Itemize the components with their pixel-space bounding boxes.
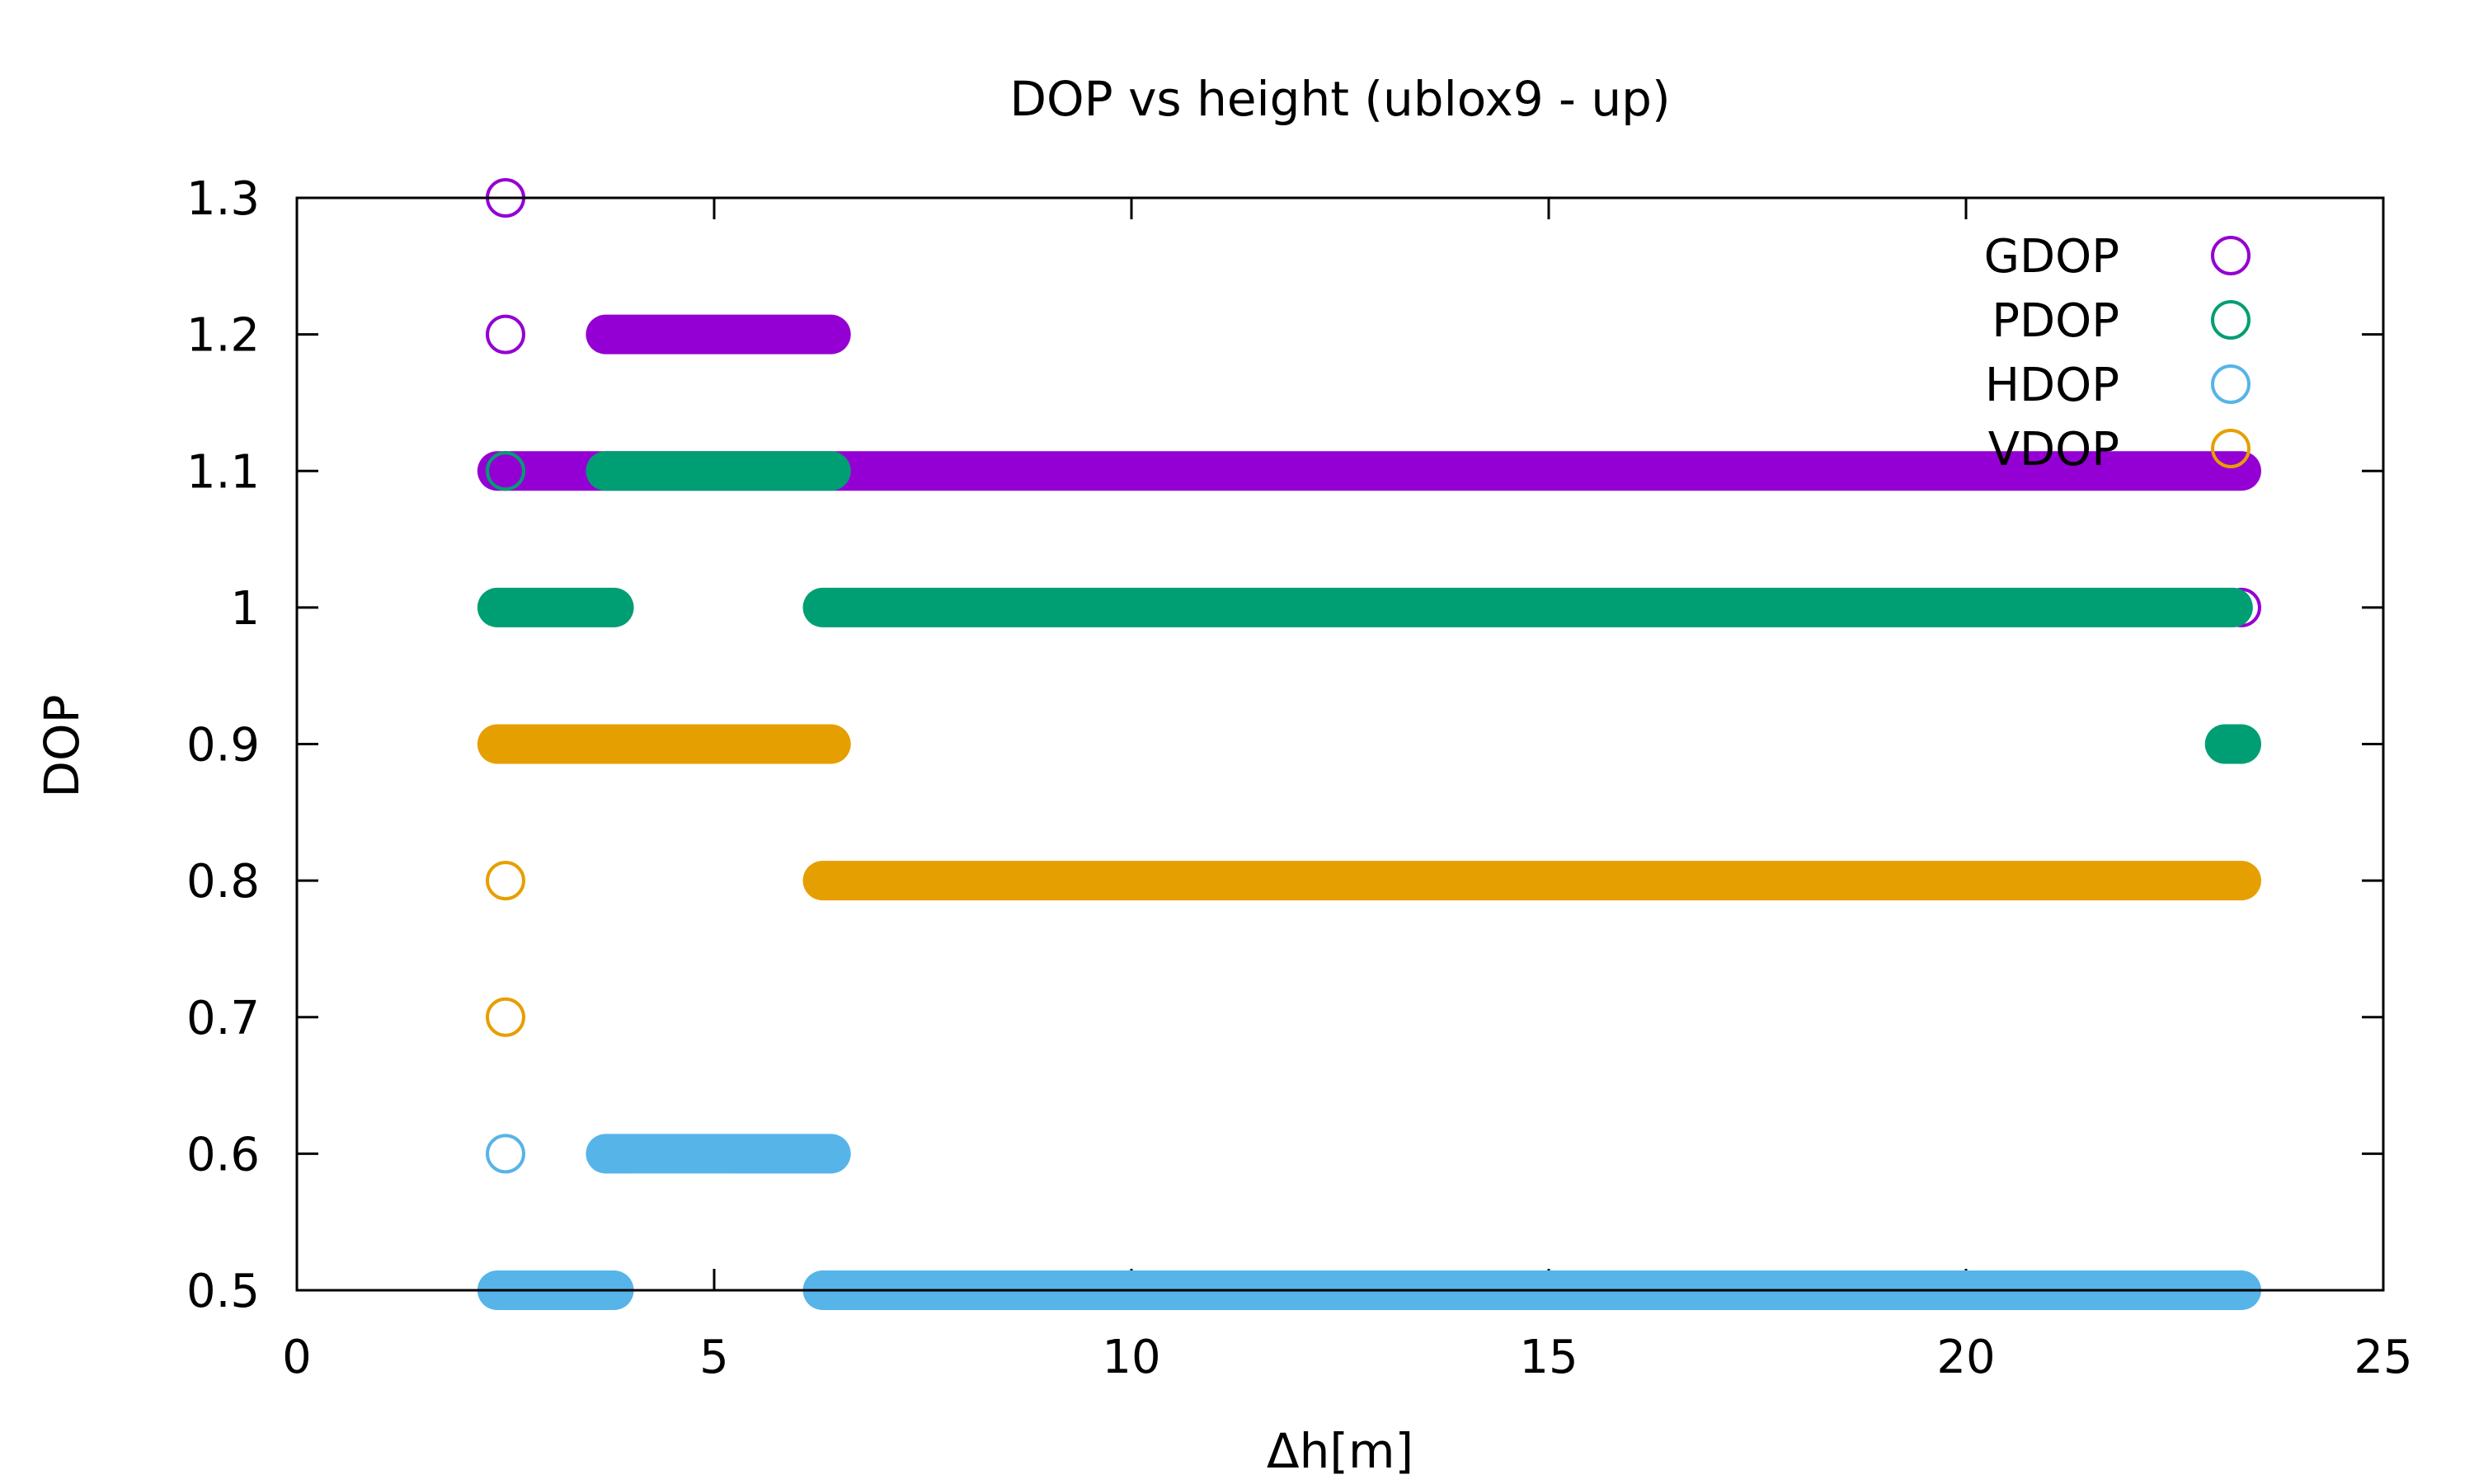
legend-label-gdop: GDOP — [1984, 230, 2119, 284]
x-tick-label: 0 — [282, 1331, 312, 1384]
vdop-point — [486, 861, 525, 901]
legend-marker-pdop — [2211, 300, 2251, 340]
series-vdop — [477, 724, 2261, 1037]
y-axis-label: DOP — [34, 694, 90, 797]
y-tick-label: 0.8 — [186, 855, 260, 909]
y-tick-label: 1 — [230, 582, 260, 636]
y-tick-label: 1.3 — [186, 172, 260, 226]
legend-label-vdop: VDOP — [1988, 423, 2119, 477]
legend-label-pdop: PDOP — [1992, 294, 2119, 348]
x-axis-label: Δh[m] — [1267, 1423, 1413, 1479]
legend-marker-hdop — [2211, 364, 2251, 404]
y-tick-label: 1.2 — [186, 309, 260, 363]
series-pdop — [477, 451, 2261, 764]
legend-label-hdop: HDOP — [1985, 359, 2119, 412]
y-tick-label: 1.1 — [186, 445, 260, 499]
legend: GDOP PDOP HDOP VDOP — [1984, 230, 2251, 477]
y-tick-label: 0.9 — [186, 719, 260, 773]
pdop-point — [486, 451, 525, 491]
axis-ticks: 0 5 10 15 20 25 0.5 0.6 0.7 0.8 0.9 1 1.1 1.2 1.3 — [186, 172, 2413, 1384]
plot-frame — [295, 196, 2385, 1292]
chart-title: DOP vs height (ublox9 - up) — [1009, 71, 1670, 127]
x-tick-label: 5 — [699, 1331, 729, 1384]
vdop-point — [486, 997, 525, 1037]
legend-marker-vdop — [2211, 429, 2251, 468]
x-tick-label: 25 — [2354, 1331, 2412, 1384]
y-tick-label: 0.7 — [186, 992, 260, 1045]
gdop-point — [486, 314, 525, 355]
y-tick-label: 0.5 — [186, 1265, 260, 1318]
legend-marker-gdop — [2211, 236, 2251, 275]
x-tick-label: 15 — [1519, 1331, 1578, 1384]
hdop-point — [486, 1134, 525, 1174]
x-tick-label: 10 — [1102, 1331, 1160, 1384]
x-tick-label: 20 — [1936, 1331, 1995, 1384]
y-tick-label: 0.6 — [186, 1128, 260, 1181]
